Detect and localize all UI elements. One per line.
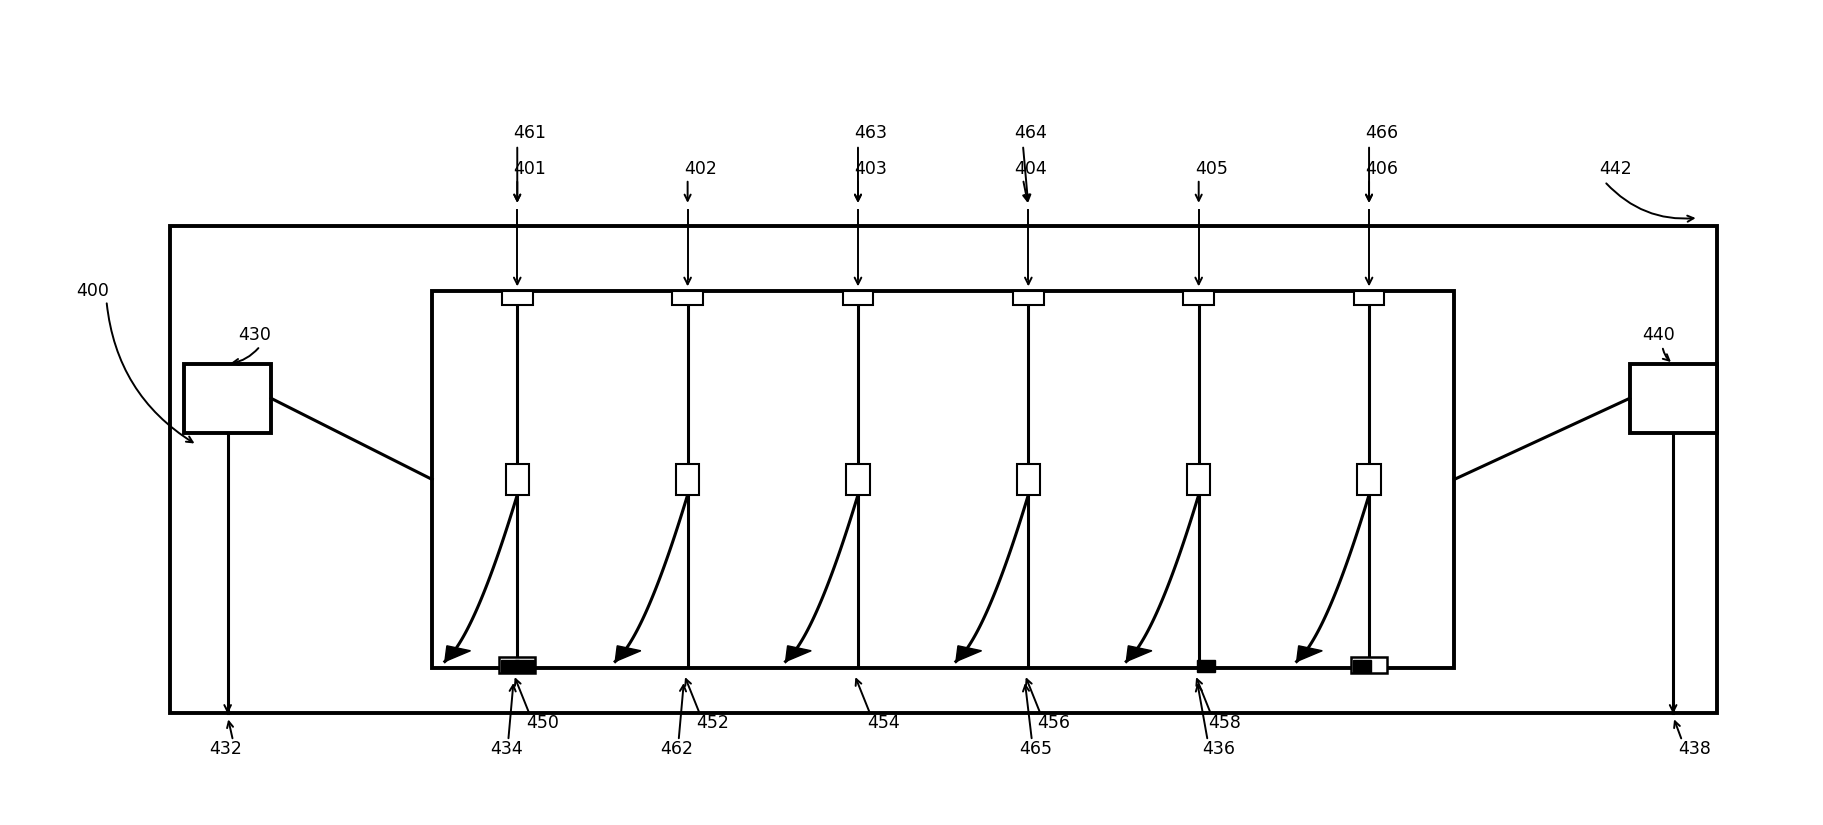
Text: 432: 432: [210, 740, 242, 758]
Bar: [1187, 464, 1210, 495]
Bar: [505, 464, 529, 495]
Text: 434: 434: [490, 740, 523, 758]
Text: 438: 438: [1679, 740, 1712, 758]
Bar: [673, 291, 704, 304]
Text: 436: 436: [1203, 740, 1236, 758]
Text: 452: 452: [696, 714, 729, 732]
Text: 462: 462: [660, 740, 693, 758]
Bar: [1198, 660, 1214, 672]
Bar: [170, 226, 1717, 713]
Text: 440: 440: [1643, 327, 1675, 345]
Text: 402: 402: [684, 160, 716, 178]
Bar: [1183, 291, 1214, 304]
Polygon shape: [1127, 646, 1152, 662]
Bar: [1354, 291, 1384, 304]
Polygon shape: [955, 646, 981, 662]
Text: 463: 463: [855, 124, 888, 142]
Bar: [432, 291, 1455, 668]
Text: 442: 442: [1599, 160, 1632, 178]
Bar: [1017, 464, 1041, 495]
Text: 464: 464: [1014, 124, 1046, 142]
Text: 454: 454: [868, 714, 901, 732]
Polygon shape: [445, 646, 470, 662]
Bar: [1014, 291, 1045, 304]
Text: 456: 456: [1037, 714, 1070, 732]
Bar: [842, 291, 873, 304]
Text: 466: 466: [1365, 124, 1398, 142]
Text: 461: 461: [514, 124, 547, 142]
Bar: [501, 291, 532, 304]
Bar: [676, 464, 700, 495]
Bar: [184, 364, 272, 433]
Bar: [501, 660, 520, 672]
Text: 401: 401: [514, 160, 547, 178]
Bar: [846, 464, 870, 495]
Bar: [1351, 657, 1387, 673]
Text: 465: 465: [1019, 740, 1052, 758]
Text: 406: 406: [1365, 160, 1398, 178]
Polygon shape: [786, 646, 811, 662]
Text: 400: 400: [77, 282, 109, 299]
Bar: [1358, 464, 1380, 495]
Bar: [516, 660, 534, 672]
Bar: [1630, 364, 1717, 433]
Bar: [500, 657, 536, 673]
Text: 403: 403: [855, 160, 888, 178]
Polygon shape: [614, 646, 642, 662]
Polygon shape: [1296, 646, 1322, 662]
Bar: [1353, 660, 1371, 672]
Text: 404: 404: [1014, 160, 1046, 178]
Text: 450: 450: [527, 714, 560, 732]
Text: 430: 430: [239, 327, 272, 345]
Text: 405: 405: [1196, 160, 1229, 178]
Text: 458: 458: [1209, 714, 1241, 732]
